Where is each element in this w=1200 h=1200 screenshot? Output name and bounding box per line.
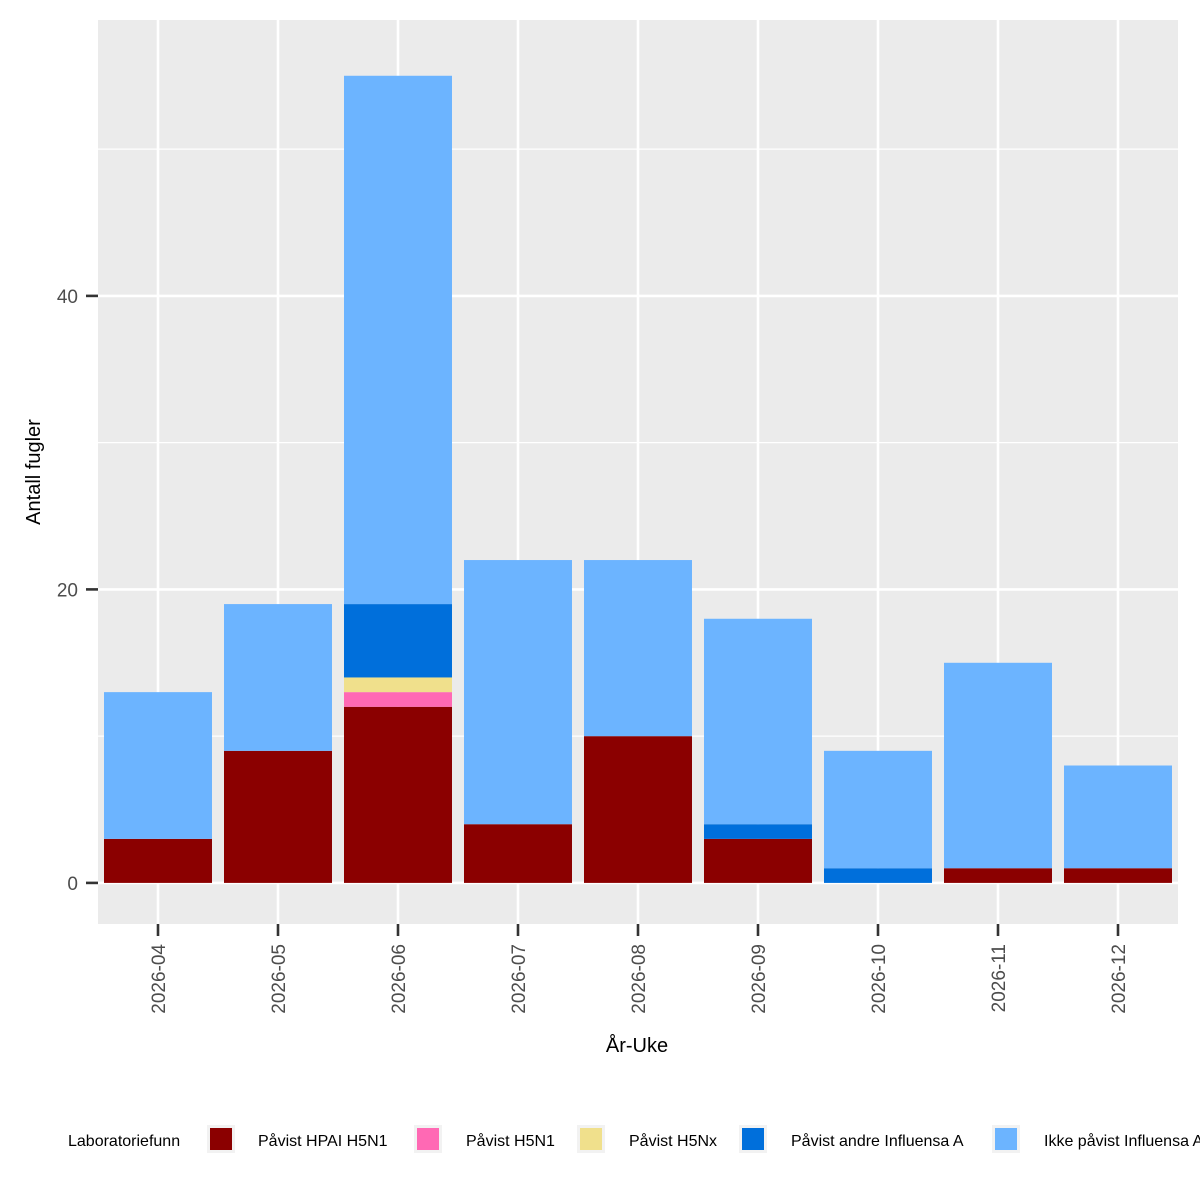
legend-label: Påvist HPAI H5N1 (258, 1132, 388, 1150)
bar-segment-2026-06-series-4 (344, 75, 452, 605)
bar-segment-2026-06-series-3 (344, 604, 452, 678)
bar-segment-2026-07-series-4 (464, 560, 572, 825)
legend: Laboratoriefunn Påvist HPAI H5N1 Påvist H… (68, 1125, 1200, 1153)
x-tick-label: 2026-07 (509, 944, 530, 1014)
bar-segment-2026-04-series-4 (104, 692, 212, 839)
bar-segment-2026-08-series-4 (584, 560, 692, 737)
x-tick-label: 2026-09 (749, 944, 770, 1014)
bar-segment-2026-07-series-0 (464, 824, 572, 883)
y-tick-label: 40 (57, 287, 78, 308)
bar-segment-2026-06-series-0 (344, 706, 452, 883)
legend-swatch (417, 1128, 439, 1150)
x-axis: 2026-04 2026-05 2026-06 2026-07 2026-08 2026-… (149, 924, 1130, 1014)
bar-segment-2026-06-series-2 (344, 677, 452, 693)
y-tick-label: 0 (67, 874, 78, 895)
bar-segment-2026-09-series-4 (704, 618, 812, 825)
x-tick-label: 2026-08 (629, 944, 650, 1014)
y-axis-title: Antall fugler (23, 419, 45, 525)
x-tick-label: 2026-10 (869, 944, 890, 1014)
bar-segment-2026-06-series-1 (344, 692, 452, 707)
legend-label: Påvist H5N1 (466, 1132, 555, 1150)
legend-swatch (742, 1128, 764, 1150)
bar-segment-2026-12-series-0 (1064, 868, 1172, 883)
legend-swatch (995, 1128, 1017, 1150)
bars (104, 75, 1172, 883)
bar-segment-2026-04-series-0 (104, 838, 212, 883)
x-tick-label: 2026-06 (389, 944, 410, 1014)
y-tick-label: 20 (57, 580, 78, 601)
bar-segment-2026-09-series-0 (704, 838, 812, 883)
y-axis: 0 20 40 (57, 287, 98, 895)
bar-segment-2026-11-series-4 (944, 662, 1052, 869)
bar-segment-2026-08-series-0 (584, 736, 692, 883)
x-axis-title: År-Uke (606, 1034, 668, 1057)
bar-segment-2026-10-series-3 (824, 868, 932, 883)
legend-swatch (580, 1128, 602, 1150)
bar-segment-2026-09-series-3 (704, 824, 812, 839)
x-tick-label: 2026-05 (269, 944, 290, 1014)
bar-segment-2026-12-series-4 (1064, 765, 1172, 869)
bar-segment-2026-05-series-4 (224, 604, 332, 751)
x-tick-label: 2026-11 (989, 944, 1010, 1012)
bar-segment-2026-11-series-0 (944, 868, 1052, 883)
x-tick-label: 2026-04 (149, 944, 170, 1014)
legend-swatch (210, 1128, 232, 1150)
x-tick-label: 2026-12 (1109, 944, 1130, 1014)
legend-label: Påvist andre Influensa A (791, 1132, 964, 1150)
bar-segment-2026-05-series-0 (224, 750, 332, 883)
legend-title: Laboratoriefunn (68, 1133, 180, 1150)
legend-label: Påvist H5Nx (629, 1132, 717, 1150)
bar-segment-2026-10-series-4 (824, 750, 932, 869)
legend-label: Ikke påvist Influensa A (1044, 1132, 1200, 1150)
